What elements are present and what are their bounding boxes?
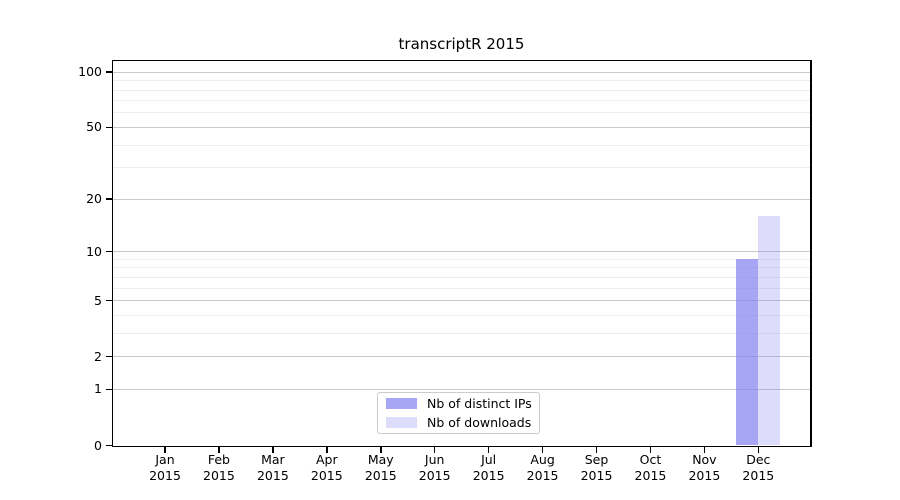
x-tick-mark	[757, 447, 760, 453]
y-axis-tick-label: 1	[94, 381, 102, 397]
minor-gridline	[113, 89, 810, 91]
y-axis-tick-label: 0	[94, 437, 102, 453]
x-axis-tick-label: May 2015	[364, 452, 397, 483]
y-axis-tick-label: 100	[78, 64, 102, 80]
bar-downloads-dec	[758, 216, 781, 446]
y-axis-tick-label: 10	[86, 243, 102, 259]
major-gridline	[113, 126, 810, 128]
y-axis-tick-label: 50	[86, 119, 102, 135]
x-axis-tick-label: Aug 2015	[526, 452, 559, 483]
x-tick-mark	[433, 447, 436, 453]
x-tick-mark	[649, 447, 652, 453]
major-gridline	[113, 388, 810, 390]
x-axis-tick-label: Apr 2015	[310, 452, 343, 483]
y-tick-mark	[105, 299, 112, 302]
minor-gridline	[113, 112, 810, 114]
x-axis-tick-label: Dec 2015	[742, 452, 775, 483]
x-tick-mark	[380, 447, 382, 453]
major-gridline	[113, 356, 810, 358]
y-axis-line	[111, 59, 113, 447]
legend-item: Nb of downloads	[386, 415, 531, 431]
legend-swatch	[386, 416, 417, 428]
minor-gridline	[113, 314, 810, 316]
major-gridline	[113, 251, 810, 253]
x-tick-mark	[487, 447, 490, 453]
major-gridline	[113, 198, 810, 200]
x-tick-mark	[272, 447, 274, 453]
x-tick-mark	[595, 447, 598, 453]
y-tick-mark	[105, 71, 112, 73]
y-tick-mark	[105, 126, 112, 129]
minor-gridline	[113, 267, 810, 269]
y-tick-mark	[105, 388, 112, 391]
legend-swatch	[386, 398, 417, 410]
legend-label: Nb of downloads	[427, 414, 532, 430]
x-axis-tick-label: Jul 2015	[472, 452, 505, 483]
right-axis-line	[810, 59, 812, 447]
legend-item: Nb of distinct IPs	[386, 396, 532, 412]
legend: Nb of distinct IPs Nb of downloads	[377, 392, 540, 434]
minor-gridline	[113, 80, 810, 82]
y-axis-tick-label: 2	[94, 348, 102, 364]
x-axis-tick-label: Jan 2015	[149, 452, 181, 483]
x-axis-tick-label: Sep 2015	[580, 452, 613, 483]
legend-label: Nb of distinct IPs	[427, 396, 532, 412]
x-tick-mark	[218, 447, 220, 453]
minor-gridline	[113, 144, 810, 146]
minor-gridline	[113, 332, 810, 334]
top-axis-line	[111, 59, 812, 61]
x-axis-tick-label: Jun 2015	[418, 452, 451, 483]
y-tick-mark	[105, 444, 112, 447]
y-axis-tick-label: 20	[86, 191, 102, 207]
major-gridline	[113, 71, 810, 73]
minor-gridline	[113, 100, 810, 102]
minor-gridline	[113, 276, 810, 278]
x-tick-mark	[164, 447, 166, 453]
x-tick-mark	[541, 447, 544, 453]
y-tick-mark	[105, 250, 112, 253]
minor-gridline	[113, 258, 810, 260]
x-axis-tick-label: Mar 2015	[256, 452, 289, 483]
minor-gridline	[113, 167, 810, 169]
x-axis-line	[111, 445, 812, 447]
x-axis-tick-label: Nov 2015	[688, 452, 721, 483]
x-tick-mark	[326, 447, 328, 453]
y-axis-tick-label: 5	[94, 292, 102, 308]
bar-distinct-ips-dec	[736, 259, 759, 446]
major-gridline	[113, 300, 810, 302]
y-tick-mark	[105, 198, 112, 200]
x-axis-tick-label: Feb 2015	[203, 452, 235, 483]
x-axis-tick-label: Oct 2015	[634, 452, 667, 483]
y-tick-mark	[105, 355, 112, 358]
minor-gridline	[113, 287, 810, 289]
chart-title: transcriptR 2015	[398, 35, 525, 53]
x-tick-mark	[703, 447, 706, 453]
